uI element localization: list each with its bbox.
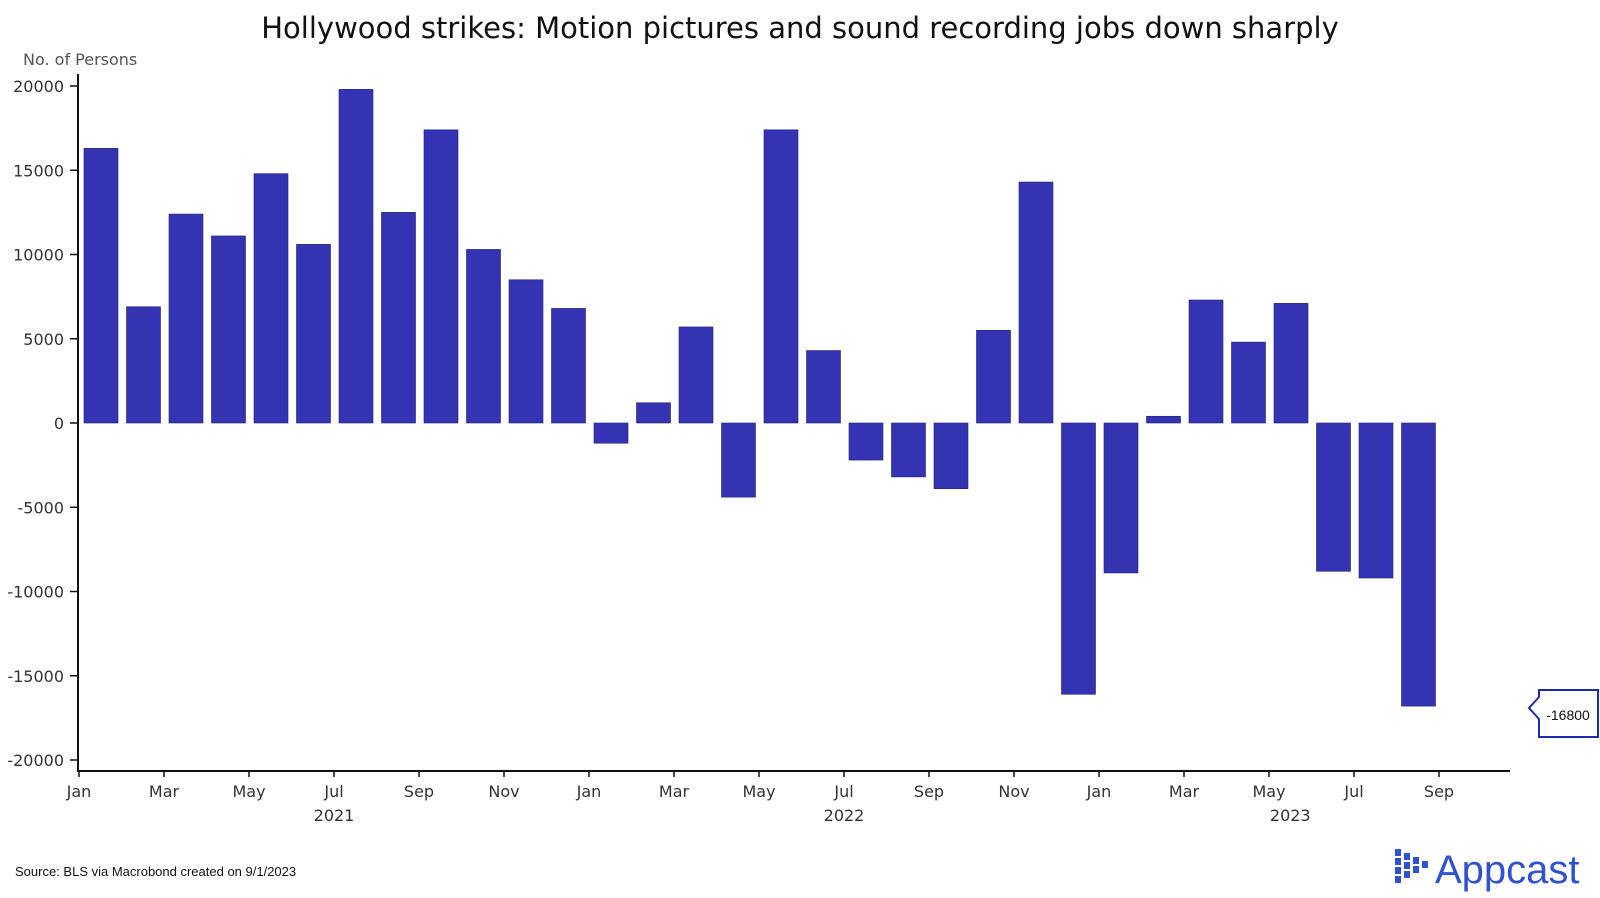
x-axis-ticks: Jan Mar May Jul Sep Nov Jan Mar May Jul Sep Nov Jan M…: [66, 771, 1454, 801]
bar-2021-12: [551, 308, 586, 424]
bar-2023-06: [1316, 422, 1351, 572]
bar-2022-10: [976, 330, 1011, 424]
logo-wordmark: Appcast: [1435, 848, 1580, 892]
bar-2021-05: [253, 173, 289, 424]
x-tick-label: Jan: [1086, 782, 1112, 801]
y-tick-label: -20000: [7, 751, 64, 770]
x-tick-label: Mar: [149, 782, 180, 801]
x-tick-label: Nov: [488, 782, 519, 801]
appcast-dots-icon: [1395, 849, 1428, 883]
bar-2022-03: [678, 326, 714, 424]
y-axis-ticks: 20000 15000 10000 5000 0 -5000 -10000 -15000 -20…: [7, 77, 78, 770]
x-tick-label: Sep: [1424, 782, 1454, 801]
appcast-logo: Appcast: [1395, 848, 1580, 892]
x-tick-label: Jul: [833, 782, 853, 801]
bar-2021-07: [338, 89, 374, 424]
chart-title: Hollywood strikes: Motion pictures and s…: [261, 11, 1339, 45]
x-tick-label: Mar: [1169, 782, 1200, 801]
bar-2023-02: [1146, 415, 1181, 424]
x-tick-label: May: [232, 782, 265, 801]
x-tick-label: Jul: [1343, 782, 1363, 801]
bar-2021-03: [168, 213, 204, 424]
bar-2021-08: [381, 212, 416, 424]
bar-series: [83, 89, 1436, 707]
y-axis-label: No. of Persons: [23, 50, 137, 69]
bar-2022-06: [806, 350, 841, 424]
bar-2021-02: [126, 306, 161, 424]
bar-2021-06: [296, 244, 331, 424]
x-tick-label: Mar: [659, 782, 690, 801]
callout-value: -16800: [1546, 707, 1590, 723]
bar-2022-04: [721, 422, 756, 498]
bar-2021-09: [423, 129, 459, 424]
source-note: Source: BLS via Macrobond created on 9/1…: [15, 864, 296, 879]
x-tick-label: Jul: [323, 782, 343, 801]
last-value-callout: -16800: [1527, 689, 1599, 738]
y-tick-label: -10000: [7, 583, 64, 602]
bar-2021-01: [83, 148, 119, 424]
x-year-label: 2021: [314, 806, 355, 825]
x-tick-label: Jan: [66, 782, 92, 801]
bar-2023-04: [1231, 341, 1266, 424]
bar-2022-09: [933, 422, 969, 490]
bar-2023-07: [1358, 422, 1394, 579]
bar-2022-02: [636, 402, 671, 424]
x-tick-label: Sep: [914, 782, 944, 801]
y-tick-label: 5000: [23, 330, 64, 349]
bar-2021-11: [508, 279, 544, 424]
callout-box: [1527, 689, 1599, 738]
bar-2022-12: [1061, 422, 1096, 695]
bar-2021-10: [466, 249, 501, 424]
x-year-label: 2023: [1270, 806, 1311, 825]
bar-2021-04: [211, 235, 246, 424]
y-tick-label: -5000: [18, 498, 65, 517]
bar-2023-03: [1188, 299, 1224, 424]
x-tick-label: May: [742, 782, 775, 801]
x-tick-label: Nov: [998, 782, 1029, 801]
bar-2023-05: [1273, 303, 1309, 424]
bar-2022-05: [763, 129, 799, 424]
y-tick-label: 15000: [13, 161, 64, 180]
bar-2022-07: [848, 422, 884, 461]
y-tick-label: 20000: [13, 77, 64, 96]
bar-2023-01: [1103, 422, 1139, 574]
y-tick-label: 0: [54, 414, 64, 433]
x-tick-label: Sep: [404, 782, 434, 801]
x-tick-label: May: [1252, 782, 1285, 801]
y-tick-label: 10000: [13, 246, 64, 265]
bar-2022-01: [593, 422, 629, 444]
y-tick-label: -15000: [7, 667, 64, 686]
x-axis-year-labels: 2021 2022 2023: [314, 806, 1311, 825]
bar-2022-11: [1018, 181, 1054, 424]
x-tick-label: Jan: [576, 782, 602, 801]
bar-2022-08: [891, 422, 926, 478]
bar-2023-08: [1401, 422, 1436, 707]
x-year-label: 2022: [824, 806, 865, 825]
